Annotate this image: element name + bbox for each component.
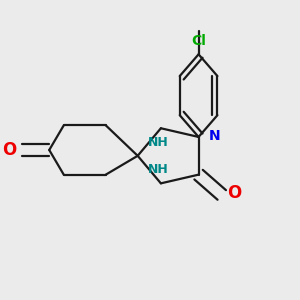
Text: Cl: Cl [191,34,206,48]
Text: NH: NH [148,136,168,149]
Text: NH: NH [148,163,168,176]
Text: O: O [2,141,16,159]
Text: O: O [227,184,241,202]
Text: N: N [209,129,220,143]
